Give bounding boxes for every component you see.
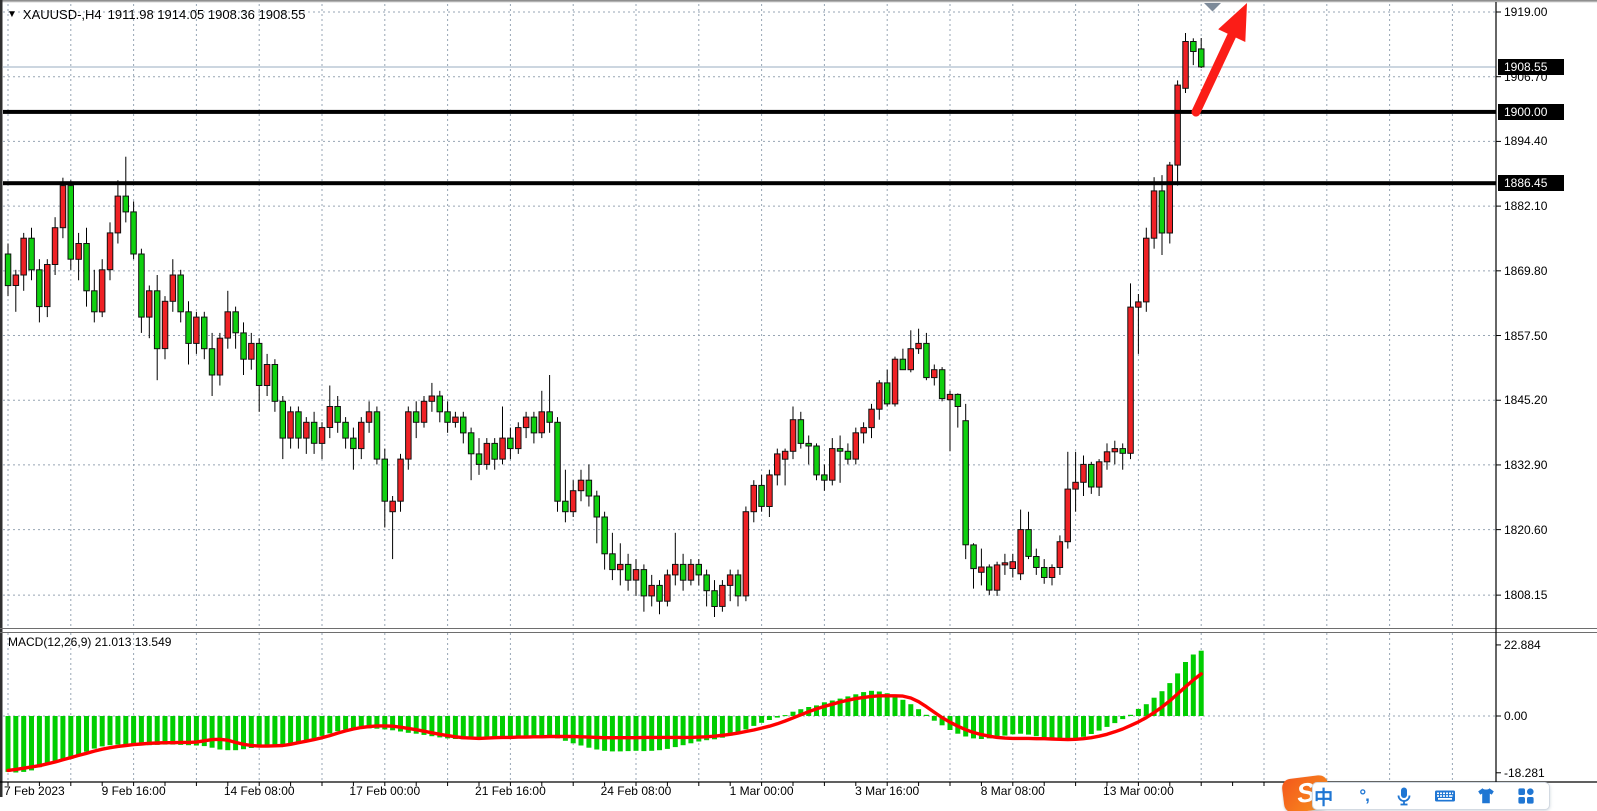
symbol-period-label: XAUUSD-,H4 (22, 7, 102, 22)
macd-indicator-label: MACD(12,26,9) 21.013 13.549 (8, 635, 172, 649)
chart-shift-triangle-icon[interactable] (1204, 3, 1221, 12)
ohlc-values: 1911.98 1914.05 1908.36 1908.55 (107, 7, 306, 22)
time-axis-label: 14 Feb 08:00 (223, 784, 295, 798)
axis-ticks (7, 11, 1501, 786)
ime-toolbar: 中 °, (1312, 782, 1550, 810)
price-axis-label: 1820.60 (1504, 522, 1548, 537)
macd-axis-label: 22.884 (1504, 637, 1541, 652)
macd-signal-line (6, 672, 1203, 773)
time-axis-label: 9 Feb 16:00 (101, 784, 166, 798)
candles-layer (4, 33, 1205, 617)
up-arrow-annotation[interactable] (1191, 3, 1247, 117)
macd-axis-label: 0.00 (1504, 709, 1528, 723)
time-axis-label: 1 Mar 00:00 (729, 784, 794, 798)
macd-histogram (5, 650, 1204, 773)
time-axis-label: 3 Mar 16:00 (855, 784, 920, 798)
price-axis-label: 1857.50 (1504, 328, 1548, 343)
punctuation-icon[interactable]: °, (1359, 786, 1370, 805)
pane-separator[interactable] (0, 628, 1597, 629)
price-axis-badge: 1900.00 (1498, 103, 1564, 120)
price-gridlines (3, 11, 1496, 596)
time-axis-label: 13 Mar 00:00 (1103, 784, 1174, 798)
time-axis-label: 21 Feb 16:00 (475, 784, 546, 798)
window-left-border (0, 0, 3, 797)
price-axis-label: 1894.40 (1504, 134, 1548, 149)
price-axis-badge: 1886.45 (1498, 175, 1564, 192)
price-axis-label: 1869.80 (1504, 263, 1548, 278)
horizontal-level-line[interactable] (3, 109, 1496, 114)
price-axis-label: 1832.90 (1504, 457, 1548, 472)
toolbox-icon[interactable] (1516, 785, 1537, 807)
price-axis-label: 1845.20 (1504, 393, 1548, 408)
price-axis-label: 1919.00 (1504, 5, 1548, 19)
skin-icon[interactable] (1475, 785, 1496, 807)
chart-title: ▼ XAUUSD-,H4 1911.98 1914.05 1908.36 190… (7, 7, 306, 22)
one-click-trading-toggle-icon[interactable]: ▼ (7, 8, 17, 20)
time-axis-label: 8 Mar 08:00 (980, 784, 1045, 798)
price-axis-label: 1808.15 (1504, 588, 1548, 603)
microphone-icon[interactable] (1394, 785, 1415, 807)
window-top-border (0, 0, 1597, 2)
horizontal-level-line[interactable] (3, 181, 1496, 186)
keyboard-icon[interactable] (1434, 785, 1456, 807)
vertical-gridlines (7, 4, 1453, 781)
chinese-mode-icon[interactable]: 中 (1314, 787, 1334, 809)
time-axis-label: 24 Feb 08:00 (600, 784, 672, 798)
time-axis-label: 7 Feb 2023 (4, 784, 65, 798)
macd-axis-label: -18.281 (1504, 765, 1545, 780)
price-axis-label: 1882.10 (1504, 199, 1548, 214)
time-axis-label: 17 Feb 00:00 (349, 784, 421, 798)
price-axis-badge: 1908.55 (1498, 58, 1564, 75)
